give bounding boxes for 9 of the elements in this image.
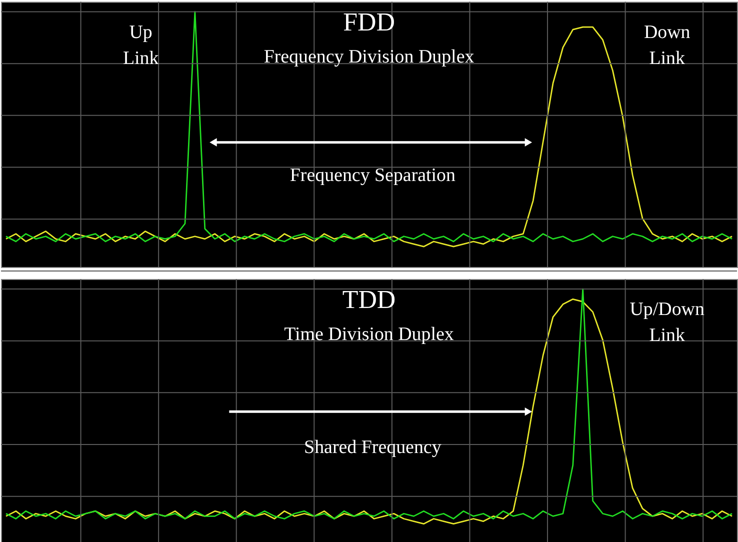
annotation: Up/Down Link <box>630 299 705 346</box>
chart-title: TDD <box>342 284 396 314</box>
text: Frequency Division Duplex <box>264 46 475 68</box>
chart-title: FDD <box>343 8 395 37</box>
annotation: Shared Frequency <box>304 437 442 458</box>
text: Time Division Duplex <box>284 324 454 345</box>
annotation: Frequency Separation <box>290 165 456 186</box>
annotation: Down Link <box>644 22 691 69</box>
annotation: Up Link <box>122 22 160 69</box>
